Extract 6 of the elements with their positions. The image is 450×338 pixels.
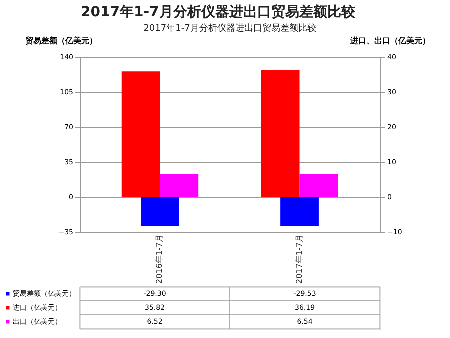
chart-subtitle: 2017年1-7月分析仪器进出口贸易差额比较: [144, 23, 316, 34]
x-tick-label: 2017年1-7月: [294, 234, 304, 284]
y2-axis-title: 进口、出口（亿美元）: [350, 36, 430, 46]
x-tick-label: 2016年1-7月: [155, 234, 164, 284]
y-axis-title: 贸易差额（亿美元）: [26, 36, 98, 46]
chart-title: 2017年1-7月分析仪器进出口贸易差额比较: [81, 4, 356, 20]
